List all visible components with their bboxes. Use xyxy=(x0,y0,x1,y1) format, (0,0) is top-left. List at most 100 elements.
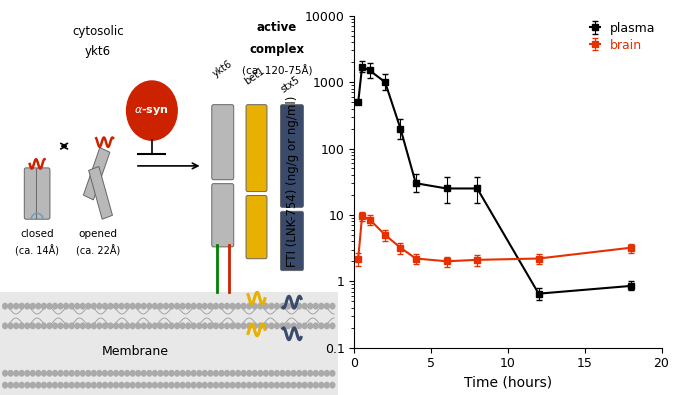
Circle shape xyxy=(219,371,224,376)
Circle shape xyxy=(153,382,157,388)
Circle shape xyxy=(103,323,107,329)
Circle shape xyxy=(30,382,35,388)
Circle shape xyxy=(47,323,52,329)
Circle shape xyxy=(191,382,196,388)
Circle shape xyxy=(58,382,63,388)
Circle shape xyxy=(142,371,146,376)
Circle shape xyxy=(153,323,157,329)
Circle shape xyxy=(263,323,268,329)
Circle shape xyxy=(47,371,52,376)
Circle shape xyxy=(308,382,313,388)
Text: Membrane: Membrane xyxy=(101,345,169,358)
Circle shape xyxy=(53,382,57,388)
Circle shape xyxy=(75,323,80,329)
Circle shape xyxy=(225,303,230,309)
Circle shape xyxy=(330,371,335,376)
Circle shape xyxy=(191,323,196,329)
Circle shape xyxy=(225,323,230,329)
Circle shape xyxy=(86,303,90,309)
Circle shape xyxy=(258,371,263,376)
Circle shape xyxy=(92,371,97,376)
Circle shape xyxy=(8,303,13,309)
Circle shape xyxy=(252,382,257,388)
Circle shape xyxy=(319,323,324,329)
Circle shape xyxy=(147,382,152,388)
Circle shape xyxy=(308,371,313,376)
Circle shape xyxy=(80,303,85,309)
Circle shape xyxy=(63,382,68,388)
Circle shape xyxy=(263,371,268,376)
Circle shape xyxy=(8,371,13,376)
FancyBboxPatch shape xyxy=(36,168,50,219)
Circle shape xyxy=(275,323,279,329)
Circle shape xyxy=(153,303,157,309)
Circle shape xyxy=(3,371,7,376)
Circle shape xyxy=(319,303,324,309)
Circle shape xyxy=(241,382,246,388)
Circle shape xyxy=(163,371,168,376)
Circle shape xyxy=(230,371,235,376)
Circle shape xyxy=(36,303,40,309)
Circle shape xyxy=(113,303,118,309)
Circle shape xyxy=(108,303,113,309)
Circle shape xyxy=(297,323,302,329)
Circle shape xyxy=(258,303,263,309)
Circle shape xyxy=(230,303,235,309)
Circle shape xyxy=(313,371,318,376)
Circle shape xyxy=(186,323,190,329)
Circle shape xyxy=(153,371,157,376)
Circle shape xyxy=(169,303,174,309)
Circle shape xyxy=(197,371,202,376)
Circle shape xyxy=(3,323,7,329)
Circle shape xyxy=(25,303,30,309)
Circle shape xyxy=(103,371,107,376)
Text: (ca. 120-75Å): (ca. 120-75Å) xyxy=(242,66,312,77)
Circle shape xyxy=(169,371,174,376)
Circle shape xyxy=(213,323,218,329)
Circle shape xyxy=(108,323,113,329)
Circle shape xyxy=(142,323,146,329)
Circle shape xyxy=(175,382,180,388)
X-axis label: Time (hours): Time (hours) xyxy=(464,376,552,390)
Circle shape xyxy=(53,323,57,329)
Polygon shape xyxy=(84,147,110,200)
Circle shape xyxy=(280,382,285,388)
Circle shape xyxy=(330,303,335,309)
Circle shape xyxy=(197,303,202,309)
Circle shape xyxy=(269,323,274,329)
Circle shape xyxy=(280,371,285,376)
Circle shape xyxy=(263,303,268,309)
Circle shape xyxy=(97,323,102,329)
Circle shape xyxy=(20,382,24,388)
Circle shape xyxy=(36,323,40,329)
Circle shape xyxy=(247,382,252,388)
Text: ykt6: ykt6 xyxy=(211,58,234,79)
Circle shape xyxy=(158,371,163,376)
Circle shape xyxy=(113,371,118,376)
Circle shape xyxy=(175,303,180,309)
Circle shape xyxy=(208,382,213,388)
Circle shape xyxy=(97,382,102,388)
Circle shape xyxy=(119,303,124,309)
Circle shape xyxy=(8,323,13,329)
Text: active: active xyxy=(256,21,297,34)
Circle shape xyxy=(225,371,230,376)
Text: bet1: bet1 xyxy=(243,66,267,87)
Circle shape xyxy=(230,382,235,388)
Circle shape xyxy=(291,371,296,376)
Circle shape xyxy=(92,382,97,388)
Circle shape xyxy=(58,371,63,376)
Circle shape xyxy=(252,371,257,376)
Circle shape xyxy=(219,303,224,309)
Circle shape xyxy=(275,382,279,388)
Circle shape xyxy=(119,323,124,329)
Circle shape xyxy=(269,382,274,388)
Circle shape xyxy=(241,323,246,329)
Circle shape xyxy=(286,382,290,388)
Circle shape xyxy=(97,371,102,376)
Polygon shape xyxy=(88,166,113,219)
Circle shape xyxy=(319,371,324,376)
Circle shape xyxy=(130,382,135,388)
Legend: plasma, brain: plasma, brain xyxy=(590,22,655,52)
FancyBboxPatch shape xyxy=(212,184,234,247)
